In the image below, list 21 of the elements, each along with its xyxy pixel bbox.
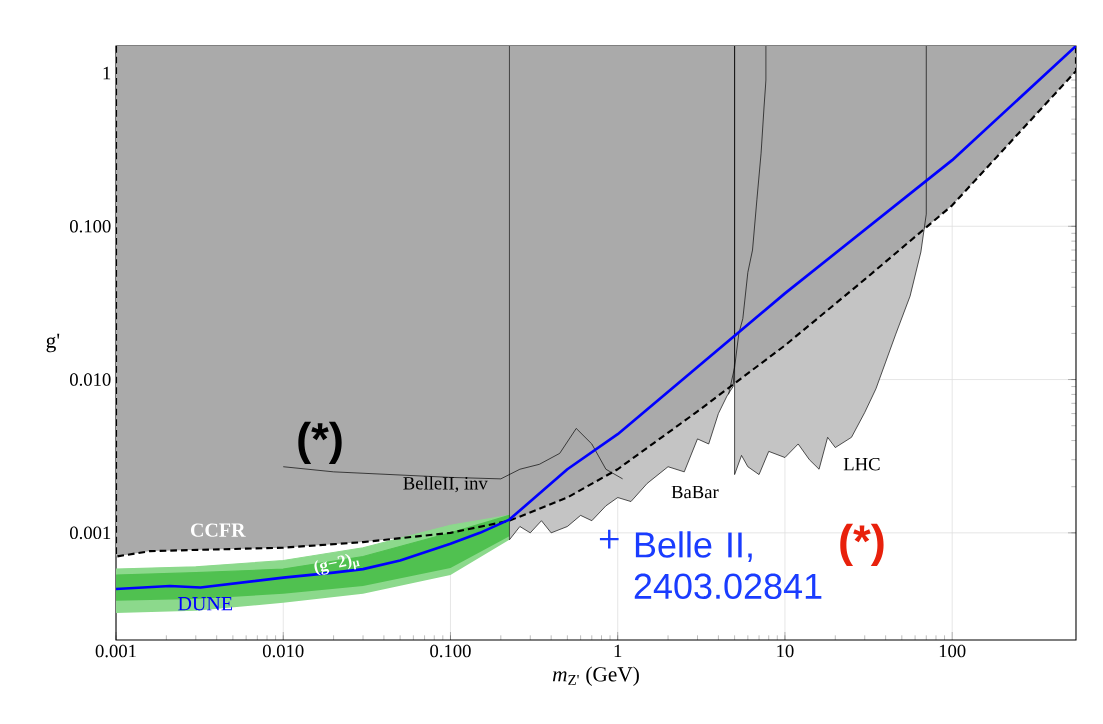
x-tick-label: 100 <box>939 644 966 658</box>
y-tick-label: 0.010 <box>70 373 111 386</box>
y-axis-title: g' <box>46 333 60 353</box>
x-tick-label: 0.010 <box>262 644 304 658</box>
series-label: DUNE <box>178 597 233 611</box>
y-tick-label: 0.100 <box>70 219 111 233</box>
x-tick-label: 0.001 <box>95 644 136 658</box>
series-label: CCFR <box>190 523 246 537</box>
y-tick-label: 1 <box>103 66 111 80</box>
x-tick-label: 10 <box>777 644 794 658</box>
text: (g−2)$_{μ}$ <box>314 554 360 576</box>
annotation: (*) <box>840 523 884 567</box>
x-tick-label: 1 <box>614 644 622 658</box>
x-axis-title: m$_{Z'}$ (GeV) <box>552 666 639 686</box>
x-tick-label: 0.100 <box>430 644 471 658</box>
annotation: (*) <box>298 421 342 464</box>
series-label: LHC <box>843 457 880 471</box>
series-label: BelleII, inv <box>403 476 488 493</box>
series-label: BaBar <box>671 485 719 499</box>
series-label: Belle II, 2403.02841 <box>634 531 822 600</box>
y-tick-label: 0.001 <box>70 526 111 540</box>
